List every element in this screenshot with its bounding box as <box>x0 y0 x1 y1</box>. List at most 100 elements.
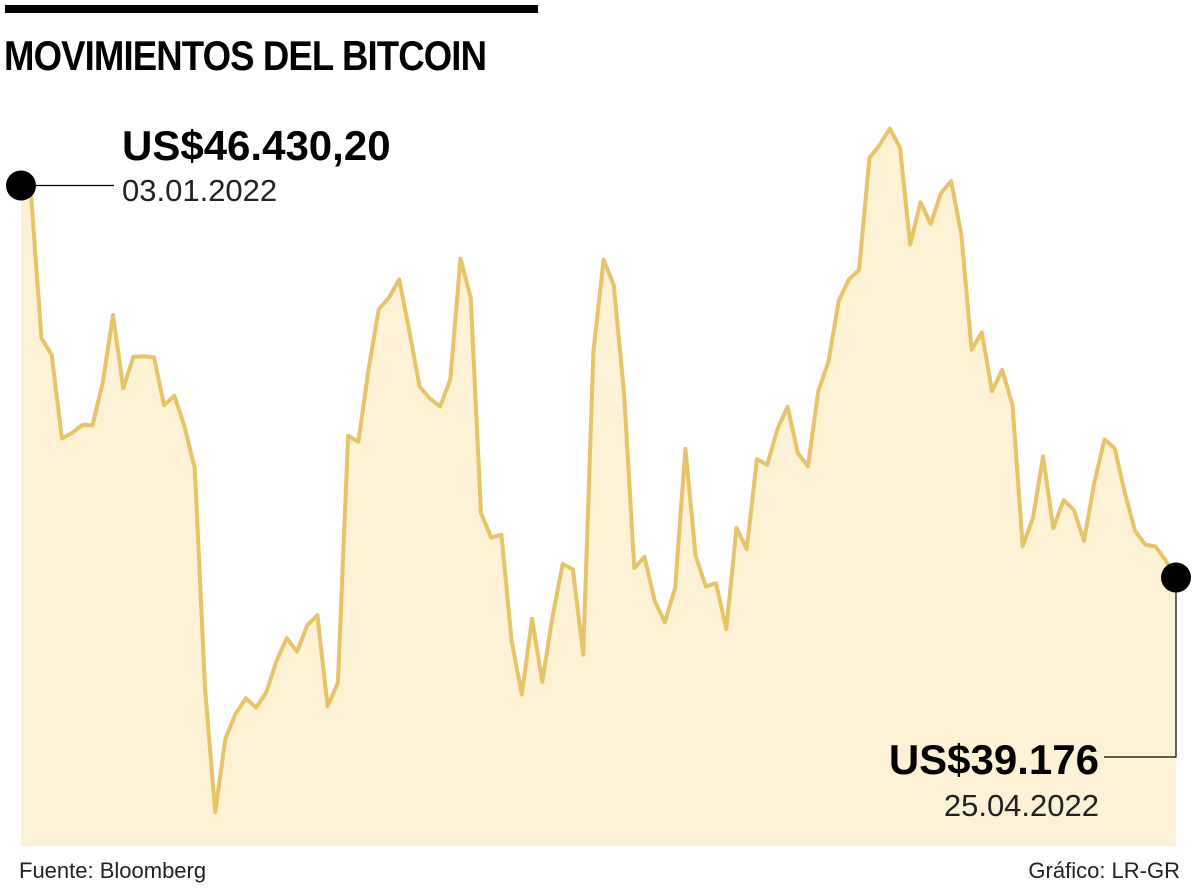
data-point <box>561 562 564 565</box>
data-point <box>183 425 186 428</box>
data-point <box>1052 527 1055 530</box>
data-point <box>1021 545 1024 548</box>
data-point <box>367 368 370 371</box>
data-point <box>1134 530 1137 533</box>
data-point <box>755 458 758 461</box>
data-point <box>807 465 810 468</box>
data-point <box>582 653 585 656</box>
source-note: Fuente: Bloomberg <box>19 858 207 883</box>
price-line <box>19 126 1178 814</box>
chart-title: MOVIMIENTOS DEL BITCOIN <box>4 32 487 79</box>
data-point <box>347 434 350 437</box>
data-point <box>1001 368 1004 371</box>
data-point <box>142 355 145 358</box>
data-point <box>1103 438 1106 441</box>
data-point <box>418 385 421 388</box>
data-point <box>1164 559 1167 562</box>
area-fill <box>21 128 1176 846</box>
data-point <box>1072 508 1075 511</box>
data-point <box>919 201 922 204</box>
data-point <box>152 356 155 359</box>
data-point <box>306 624 309 627</box>
data-point <box>81 423 84 426</box>
data-point <box>193 467 196 470</box>
data-point <box>827 360 830 363</box>
data-point <box>663 621 666 624</box>
data-point <box>326 705 329 708</box>
data-point <box>91 424 94 427</box>
data-point <box>766 463 769 466</box>
data-point <box>878 144 881 147</box>
data-point <box>858 268 861 271</box>
data-point <box>480 512 483 515</box>
data-point <box>715 582 718 585</box>
data-point <box>970 348 973 351</box>
data-point <box>357 440 360 443</box>
data-point <box>950 180 953 183</box>
data-point <box>551 615 554 618</box>
top-rule <box>5 5 538 13</box>
data-point <box>275 660 278 663</box>
data-point <box>1062 499 1065 502</box>
data-point <box>1011 404 1014 407</box>
data-point <box>1031 516 1034 519</box>
data-point <box>459 257 462 260</box>
data-point <box>1123 492 1126 495</box>
data-point <box>541 680 544 683</box>
data-point <box>786 405 789 408</box>
data-point <box>612 284 615 287</box>
data-point <box>112 314 115 317</box>
data-point <box>674 586 677 589</box>
data-point <box>643 555 646 558</box>
data-point <box>899 146 902 149</box>
start-marker <box>6 170 36 201</box>
data-point <box>725 628 728 631</box>
data-point <box>531 617 534 620</box>
data-point <box>132 355 135 358</box>
data-point <box>439 405 442 408</box>
data-point <box>796 452 799 455</box>
data-point <box>847 278 850 281</box>
data-point <box>377 308 380 311</box>
data-point <box>510 639 513 642</box>
data-point <box>745 548 748 551</box>
data-point <box>704 585 707 588</box>
data-point <box>255 706 258 709</box>
data-point <box>388 296 391 299</box>
data-point <box>939 192 942 195</box>
data-point <box>653 600 656 603</box>
end-value-label: US$39.176 <box>888 736 1099 783</box>
start-date-label: 03.01.2022 <box>122 173 278 208</box>
data-point <box>960 233 963 236</box>
start-value-label: US$46.430,20 <box>122 122 391 169</box>
data-point <box>735 526 738 529</box>
end-date-label: 25.04.2022 <box>943 788 1099 823</box>
data-point <box>265 691 268 694</box>
data-point <box>316 614 319 617</box>
data-point <box>285 637 288 640</box>
data-point <box>163 404 166 407</box>
data-point <box>633 567 636 570</box>
data-point <box>336 681 339 684</box>
data-point <box>817 390 820 393</box>
data-point <box>173 394 176 397</box>
data-point <box>623 392 626 395</box>
data-point <box>296 650 299 653</box>
data-point <box>50 353 53 356</box>
data-point <box>1154 545 1157 548</box>
data-point <box>224 737 227 740</box>
data-point <box>60 437 63 440</box>
data-point <box>991 390 994 393</box>
data-point <box>1093 482 1096 485</box>
data-point <box>684 447 687 450</box>
data-point <box>71 431 74 434</box>
data-point <box>490 536 493 539</box>
data-point <box>408 330 411 333</box>
data-point <box>868 157 871 160</box>
data-point <box>1042 455 1045 458</box>
data-point <box>122 387 125 390</box>
data-point <box>214 810 217 813</box>
data-point <box>980 331 983 334</box>
data-point <box>929 222 932 225</box>
data-point <box>101 381 104 384</box>
